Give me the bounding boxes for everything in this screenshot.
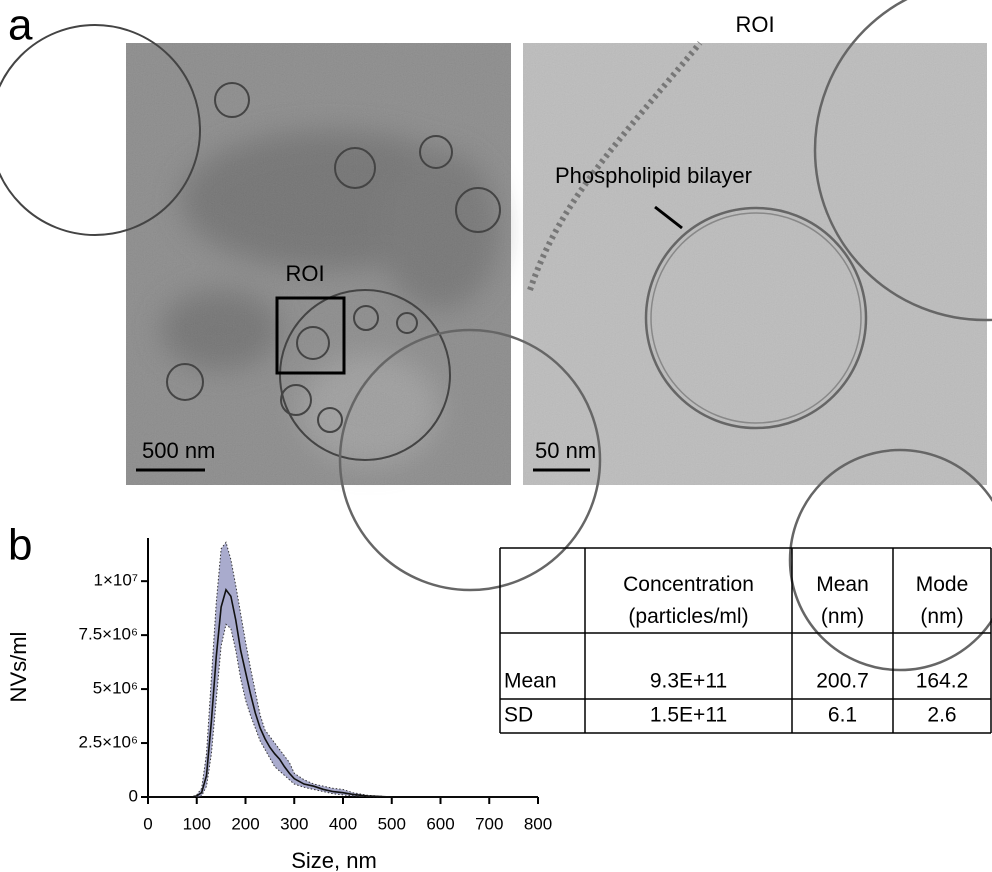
table-cell: 164.2 [916, 670, 969, 693]
y-tick-label: 0 [129, 786, 138, 805]
scale-bar-label: 50 nm [535, 438, 596, 463]
table-cell: 9.3E+11 [650, 670, 727, 693]
error-band [148, 542, 538, 797]
x-tick-label: 500 [378, 814, 406, 833]
x-tick-label: 200 [231, 814, 259, 833]
chart: 0 2.5×10⁶ 5×10⁶ 7.5×10⁶ 1×10⁷ 0 100 200 300 400 50… [79, 538, 552, 833]
table-cell: 1.5E+11 [650, 704, 727, 727]
panel-label: b [8, 521, 32, 570]
annotation: Phospholipid bilayer [555, 163, 752, 188]
y-tick-label: 2.5×10⁶ [79, 733, 138, 752]
table-cell: 6.1 [828, 704, 857, 727]
y-tick-label: 7.5×10⁶ [79, 625, 138, 644]
roi-label: ROI [285, 261, 324, 286]
table-cell: 2.6 [927, 704, 956, 727]
micrograph-overview [0, 24, 511, 485]
x-tick-label: 800 [524, 814, 552, 833]
y-tick-label: 1×10⁷ [94, 571, 138, 590]
band-edge [148, 541, 538, 798]
micrograph-roi [338, 0, 992, 672]
x-axis-label: Size, nm [291, 848, 377, 872]
y-tick-label: 5×10⁶ [93, 679, 138, 698]
roi-title: ROI [735, 12, 774, 37]
row-label: Mean [504, 670, 557, 693]
column-header: Mean (nm) [816, 573, 869, 628]
column-header: Concentration (particles/ml) [623, 573, 754, 628]
x-tick-label: 100 [183, 814, 211, 833]
x-tick-label: 300 [280, 814, 308, 833]
x-tick-label: 0 [143, 814, 152, 833]
x-tick-label: 600 [426, 814, 454, 833]
table-cell: 200.7 [816, 670, 869, 693]
x-tick-label: 400 [329, 814, 357, 833]
row-label: SD [504, 704, 533, 727]
x-tick-label: 700 [475, 814, 503, 833]
column-header: Mode (nm) [916, 573, 969, 628]
band-edge [148, 623, 538, 798]
y-axis-label: NVs/ml [6, 632, 31, 703]
table: Concentration (particles/ml) Mean (nm) Mode(… [499, 547, 992, 734]
panel-label: a [8, 1, 33, 50]
scale-bar-label: 500 nm [142, 438, 215, 463]
line [148, 588, 538, 798]
